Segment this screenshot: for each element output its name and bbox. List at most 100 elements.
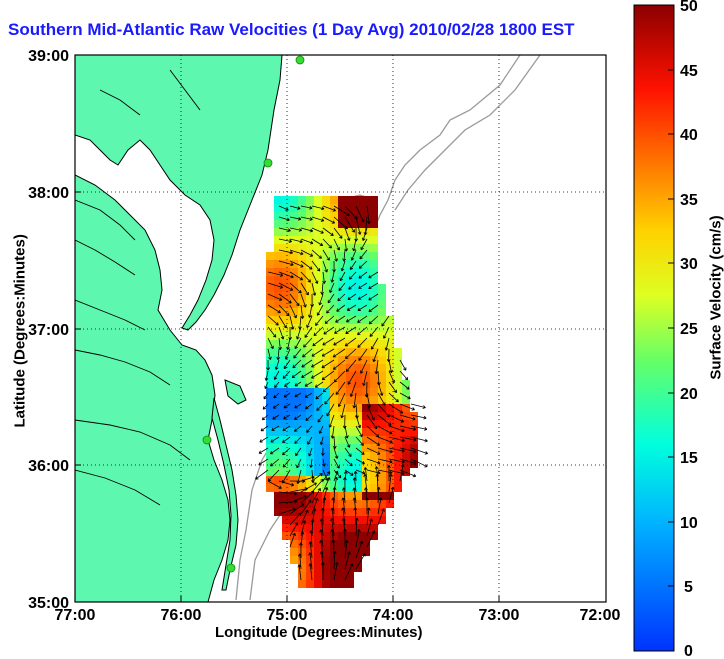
velocity-arrow bbox=[399, 414, 416, 421]
velocity-cell bbox=[346, 420, 354, 428]
velocity-arrow bbox=[333, 447, 339, 459]
velocity-cell bbox=[346, 196, 354, 204]
velocity-cell bbox=[298, 484, 306, 492]
velocity-arrow bbox=[344, 216, 355, 233]
velocity-cell bbox=[338, 564, 346, 572]
velocity-cell bbox=[370, 308, 378, 316]
velocity-cell bbox=[290, 356, 298, 364]
velocity-cell bbox=[298, 236, 306, 244]
velocity-cell bbox=[338, 508, 346, 516]
velocity-cell bbox=[298, 212, 306, 220]
velocity-cell bbox=[290, 540, 298, 548]
velocity-cell bbox=[378, 492, 386, 500]
velocity-cell bbox=[298, 460, 306, 468]
velocity-cell bbox=[346, 388, 354, 396]
velocity-cell bbox=[298, 468, 306, 476]
velocity-cell bbox=[282, 300, 290, 308]
velocity-arrow bbox=[347, 370, 357, 385]
velocity-arrow bbox=[369, 326, 379, 337]
velocity-cell bbox=[354, 460, 362, 468]
velocity-cell bbox=[322, 252, 330, 260]
velocity-arrow bbox=[330, 517, 335, 537]
velocity-arrow bbox=[370, 337, 379, 350]
velocity-cell bbox=[274, 236, 282, 244]
velocity-cell bbox=[306, 332, 314, 340]
velocity-arrow bbox=[399, 370, 409, 381]
velocity-arrow bbox=[382, 326, 390, 339]
velocity-arrow bbox=[355, 540, 364, 559]
velocity-arrow bbox=[317, 414, 324, 423]
velocity-cell bbox=[314, 572, 322, 580]
velocity-cell bbox=[370, 476, 378, 484]
velocity-arrow bbox=[338, 282, 346, 292]
velocity-arrow bbox=[311, 282, 317, 296]
velocity-arrow bbox=[271, 425, 280, 431]
y-tick-label: 35:00 bbox=[28, 595, 69, 612]
velocity-cell bbox=[306, 324, 314, 332]
velocity-cell bbox=[362, 348, 370, 356]
velocity-cell bbox=[338, 292, 346, 300]
velocity-cell bbox=[290, 204, 298, 212]
velocity-cell bbox=[354, 388, 362, 396]
rivers bbox=[75, 69, 201, 506]
velocity-cell bbox=[306, 580, 314, 588]
velocity-cell bbox=[322, 444, 330, 452]
velocity-cell bbox=[402, 388, 410, 396]
velocity-arrow bbox=[357, 293, 368, 300]
y-axis-label: Latitude (Degrees:Minutes) bbox=[11, 234, 29, 428]
velocity-cell bbox=[306, 396, 314, 404]
velocity-cell bbox=[346, 252, 354, 260]
velocity-cell bbox=[330, 380, 338, 388]
velocity-cell bbox=[306, 388, 314, 396]
velocity-cell bbox=[346, 292, 354, 300]
velocity-cell bbox=[290, 228, 298, 236]
velocity-cell bbox=[362, 548, 370, 556]
velocity-cell bbox=[370, 212, 378, 220]
velocity-cell bbox=[362, 540, 370, 548]
velocity-cell bbox=[354, 316, 362, 324]
velocity-cell bbox=[314, 228, 322, 236]
velocity-cell bbox=[282, 252, 290, 260]
velocity-arrow bbox=[399, 469, 417, 478]
velocity-cell bbox=[314, 292, 322, 300]
velocity-cell bbox=[338, 516, 346, 524]
velocity-arrow bbox=[340, 260, 346, 272]
velocity-arrow bbox=[294, 436, 302, 444]
velocity-arrow bbox=[366, 458, 381, 465]
velocity-cell bbox=[394, 364, 402, 372]
velocity-arrow bbox=[315, 392, 324, 400]
velocity-cell bbox=[330, 324, 338, 332]
velocity-cell bbox=[282, 524, 290, 532]
velocity-cell bbox=[274, 476, 282, 484]
velocity-cell bbox=[354, 452, 362, 460]
velocity-arrow bbox=[282, 447, 291, 456]
velocity-cell bbox=[306, 548, 314, 556]
velocity-arrow bbox=[377, 447, 393, 454]
velocity-arrows bbox=[255, 205, 429, 581]
velocity-cell bbox=[306, 468, 314, 476]
velocity-arrow bbox=[283, 403, 291, 409]
velocity-arrow bbox=[311, 478, 324, 493]
velocity-cell bbox=[354, 476, 362, 484]
velocity-arrow bbox=[358, 260, 368, 269]
velocity-cell bbox=[354, 396, 362, 404]
velocity-arrow bbox=[377, 381, 384, 396]
velocity-cell bbox=[322, 244, 330, 252]
velocity-arrow bbox=[333, 337, 346, 346]
velocity-arrow bbox=[293, 348, 302, 359]
velocity-cell bbox=[290, 196, 298, 204]
velocity-cell bbox=[266, 404, 274, 412]
velocity-arrow bbox=[384, 337, 390, 351]
velocity-cell bbox=[298, 412, 306, 420]
velocity-arrow bbox=[264, 370, 269, 381]
velocity-cell bbox=[378, 316, 386, 324]
velocity-arrow bbox=[362, 370, 368, 386]
velocity-arrow bbox=[330, 271, 335, 283]
velocity-cell bbox=[266, 284, 274, 292]
velocity-arrow bbox=[255, 469, 269, 480]
velocity-cell bbox=[386, 428, 394, 436]
velocity-cell bbox=[338, 540, 346, 548]
velocity-cell bbox=[354, 300, 362, 308]
velocity-cell bbox=[402, 404, 410, 412]
velocity-arrow bbox=[333, 470, 339, 482]
